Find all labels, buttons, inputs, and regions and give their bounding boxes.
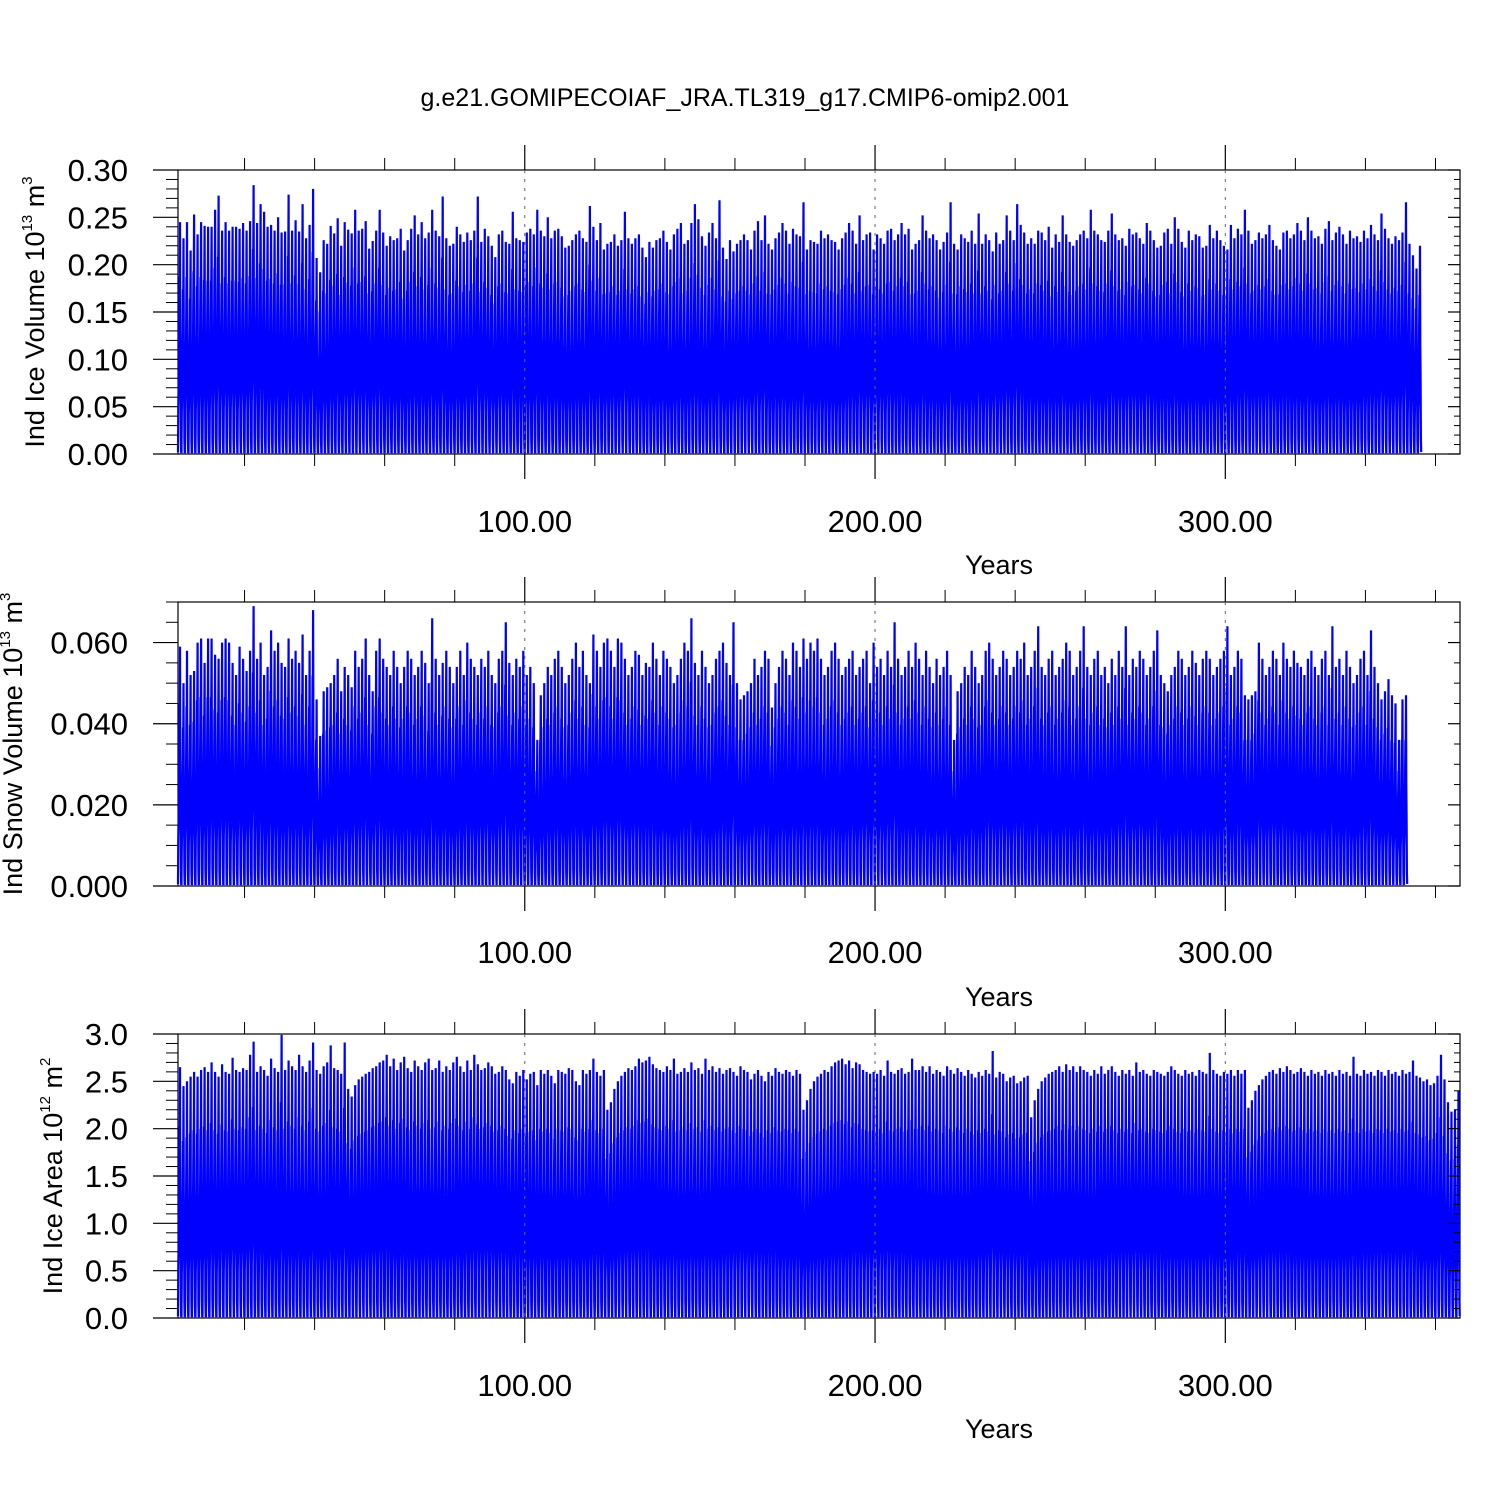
ice-volume-xlabel: Years <box>965 550 1033 580</box>
ice-area-ytick-label-6: 3.0 <box>85 1017 128 1052</box>
ice-area-ytick-label-0: 0.0 <box>85 1301 128 1336</box>
ice-volume-xtick-label-1: 200.00 <box>828 504 923 539</box>
ice-volume-xtick-label-0: 100.00 <box>477 504 572 539</box>
panel-ice-volume: 0.00 0.05 0.10 0.15 0.20 0.25 0.30 100.00 200.00… <box>19 145 1461 580</box>
figure-title: g.e21.GOMIPECOIAF_JRA.TL319_g17.CMIP6-om… <box>421 84 1070 112</box>
snow-volume-ylabel: Ind Snow Volume 1013 m3 <box>0 593 28 896</box>
ice-volume-ytick-label-5: 0.25 <box>68 200 128 235</box>
snow-volume-ytick-label-0: 0.000 <box>50 869 128 904</box>
ice-volume-ylabel: Ind Ice Volume 1013 m3 <box>19 176 50 447</box>
snow-volume-xtick-label-2: 300.00 <box>1178 935 1273 970</box>
snow-volume-xtick-label-0: 100.00 <box>477 935 572 970</box>
snow-volume-ytick-label-3: 0.060 <box>50 626 128 661</box>
ice-area-xtick-label-1: 200.00 <box>828 1368 923 1403</box>
ice-area-ytick-label-4: 2.0 <box>85 1112 128 1147</box>
ice-area-xtick-label-0: 100.00 <box>477 1368 572 1403</box>
snow-volume-series-line <box>176 606 1409 886</box>
ice-area-xtick-label-2: 300.00 <box>1178 1368 1273 1403</box>
ice-volume-ytick-label-3: 0.15 <box>68 295 128 330</box>
ice-area-series-line <box>176 1034 1461 1318</box>
ice-volume-ytick-label-0: 0.00 <box>68 437 128 472</box>
snow-volume-ytick-label-1: 0.020 <box>50 788 128 823</box>
ice-area-xlabel: Years <box>965 1414 1033 1444</box>
ice-area-ytick-label-3: 1.5 <box>85 1159 128 1194</box>
ice-area-ytick-label-1: 0.5 <box>85 1254 128 1289</box>
ice-volume-ytick-label-4: 0.20 <box>68 248 128 283</box>
ice-volume-ytick-label-2: 0.10 <box>68 342 128 377</box>
ice-area-ylabel: Ind Ice Area 1012 m2 <box>37 1058 68 1295</box>
ice-area-ytick-label-2: 1.0 <box>85 1206 128 1241</box>
panel-ice-area: 0.0 0.5 1.0 1.5 2.0 2.5 3.0 100.00 200.00 300.00 Y… <box>37 1009 1461 1444</box>
ice-area-ytick-label-5: 2.5 <box>85 1064 128 1099</box>
panel-snow-volume: 0.000 0.020 0.040 0.060 100.00 200.00 300.00 Ye… <box>0 577 1461 1012</box>
snow-volume-ytick-label-2: 0.040 <box>50 707 128 742</box>
snow-volume-xtick-label-1: 200.00 <box>828 935 923 970</box>
ice-volume-ytick-label-6: 0.30 <box>68 153 128 188</box>
ice-volume-series-line <box>176 185 1423 454</box>
ice-volume-xtick-label-2: 300.00 <box>1178 504 1273 539</box>
snow-volume-xlabel: Years <box>965 982 1033 1012</box>
ice-volume-ytick-label-1: 0.05 <box>68 390 128 425</box>
